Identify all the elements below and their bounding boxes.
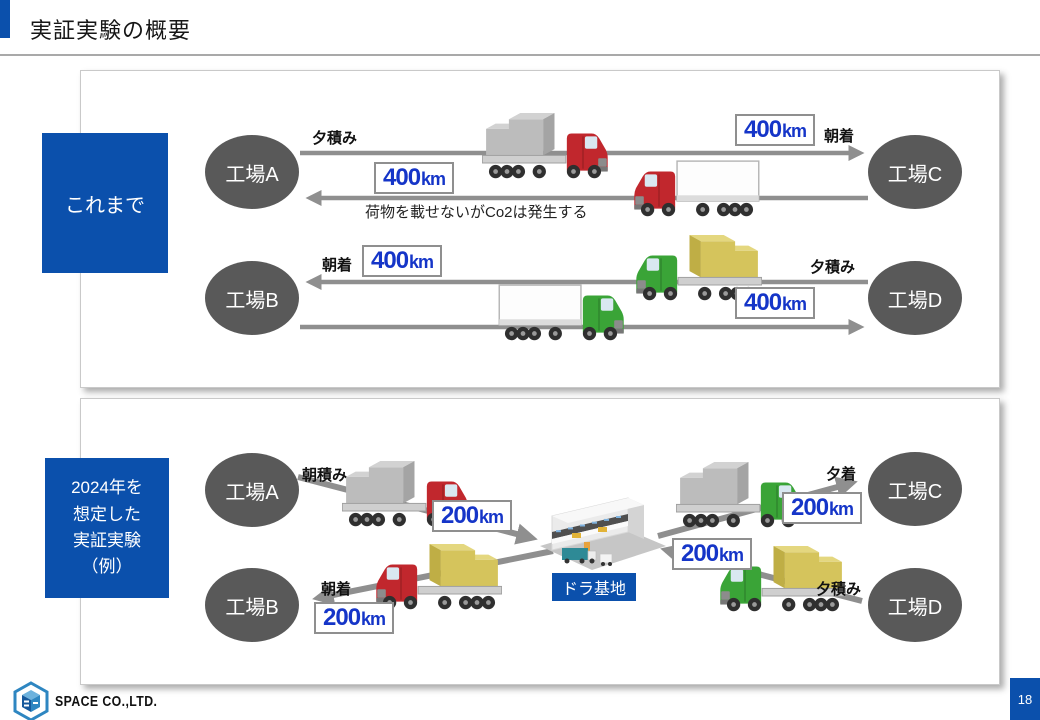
distance-a-to-base: 200 km — [432, 500, 513, 533]
distance-value: 400 — [744, 289, 782, 316]
distance-c-to-a: 400 km — [374, 162, 455, 195]
distance-value: 200 — [323, 604, 361, 631]
distance-unit: km — [829, 499, 854, 519]
distance-d-to-base: 200 km — [672, 538, 753, 571]
label-evening-load-d: 夕積み — [816, 581, 862, 598]
distance-value: 200 — [441, 502, 479, 529]
distance-value: 400 — [744, 116, 782, 143]
panel-2024-label: 2024年を 想定した 実証実験 （例） — [45, 458, 169, 598]
relay-base-label: ドラ基地 — [552, 573, 636, 601]
node-factory-b-top: 工場B — [205, 261, 299, 335]
distance-base-to-b: 200 km — [314, 602, 395, 635]
truck-c-to-a-empty — [634, 144, 760, 220]
label-evening-load-ac: 夕積み — [312, 130, 358, 147]
label-morning-arrive-bd: 朝着 — [322, 257, 353, 274]
distance-unit: km — [782, 294, 807, 314]
label-morning-arrive-b: 朝着 — [321, 581, 352, 598]
distance-base-to-c: 200 km — [782, 492, 863, 525]
distance-b-to-d: 400 km — [735, 287, 816, 320]
panel-2024-label-line3: 実証実験 — [73, 531, 141, 550]
panel-2024-label-line2: 想定した — [73, 504, 141, 524]
panel-past-label: これまで — [42, 133, 168, 273]
distance-unit: km — [409, 252, 434, 272]
truck-a-to-c-loaded — [481, 106, 608, 182]
distance-value: 200 — [791, 494, 829, 521]
logo-hexagon-icon — [13, 681, 49, 720]
panel-past-label-text: これまで — [65, 194, 145, 217]
truck-b-to-d-empty — [498, 268, 624, 344]
node-factory-b-bottom: 工場B — [205, 568, 299, 642]
title-accent-bar — [0, 0, 10, 38]
distance-value: 200 — [681, 540, 719, 567]
node-factory-c-bottom: 工場C — [868, 452, 962, 526]
node-factory-d-bottom: 工場D — [868, 568, 962, 642]
node-factory-a-top: 工場A — [205, 135, 299, 209]
title-underline — [0, 54, 1040, 56]
relay-base-illustration — [538, 490, 668, 576]
distance-d-to-b: 400 km — [362, 245, 443, 278]
truck-base-to-b-loaded — [376, 537, 503, 613]
company-logo: SPACE CO.,LTD. — [13, 681, 180, 720]
label-evening-load-bd: 夕積み — [810, 259, 856, 276]
label-evening-arrive-c: 夕着 — [826, 466, 857, 483]
distance-unit: km — [479, 507, 504, 527]
label-morning-arrive-ac: 朝着 — [824, 128, 855, 145]
panel-2024-label-line4: （例） — [81, 557, 133, 577]
truck-d-to-base-loaded — [720, 539, 847, 615]
node-factory-d-top: 工場D — [868, 261, 962, 335]
distance-unit: km — [719, 545, 744, 565]
note-empty-co2: 荷物を載せないがCo2は発生する — [365, 204, 588, 221]
warehouse-icon — [540, 497, 666, 570]
page-number: 18 — [1010, 678, 1040, 720]
distance-a-to-c: 400 km — [735, 114, 816, 147]
node-factory-a-bottom: 工場A — [205, 453, 299, 527]
node-factory-c-top: 工場C — [868, 135, 962, 209]
panel-2024-label-line1: 2024年を — [71, 478, 143, 498]
company-name: SPACE CO.,LTD. — [55, 693, 158, 710]
page-title: 実証実験の概要 — [30, 18, 192, 43]
label-morning-load-a: 朝積み — [302, 467, 348, 484]
distance-value: 400 — [371, 247, 409, 274]
truck-base-to-c-loaded — [675, 455, 802, 531]
distance-value: 400 — [383, 164, 421, 191]
distance-unit: km — [782, 121, 807, 141]
distance-unit: km — [421, 169, 446, 189]
distance-unit: km — [361, 609, 386, 629]
